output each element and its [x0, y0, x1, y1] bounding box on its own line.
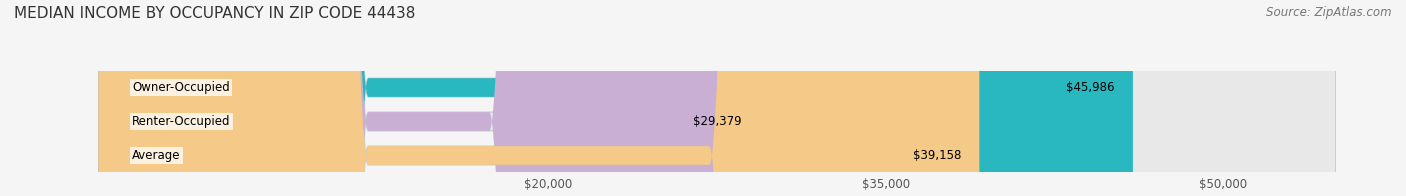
Text: Average: Average	[132, 149, 180, 162]
FancyBboxPatch shape	[98, 0, 1336, 196]
Text: Owner-Occupied: Owner-Occupied	[132, 81, 231, 94]
FancyBboxPatch shape	[98, 0, 1336, 196]
Text: $45,986: $45,986	[1066, 81, 1115, 94]
Text: Source: ZipAtlas.com: Source: ZipAtlas.com	[1267, 6, 1392, 19]
Text: Renter-Occupied: Renter-Occupied	[132, 115, 231, 128]
FancyBboxPatch shape	[98, 0, 1336, 196]
Text: MEDIAN INCOME BY OCCUPANCY IN ZIP CODE 44438: MEDIAN INCOME BY OCCUPANCY IN ZIP CODE 4…	[14, 6, 415, 21]
FancyBboxPatch shape	[98, 0, 1133, 196]
Text: $39,158: $39,158	[912, 149, 962, 162]
FancyBboxPatch shape	[98, 0, 980, 196]
FancyBboxPatch shape	[98, 0, 759, 196]
Text: $29,379: $29,379	[693, 115, 741, 128]
